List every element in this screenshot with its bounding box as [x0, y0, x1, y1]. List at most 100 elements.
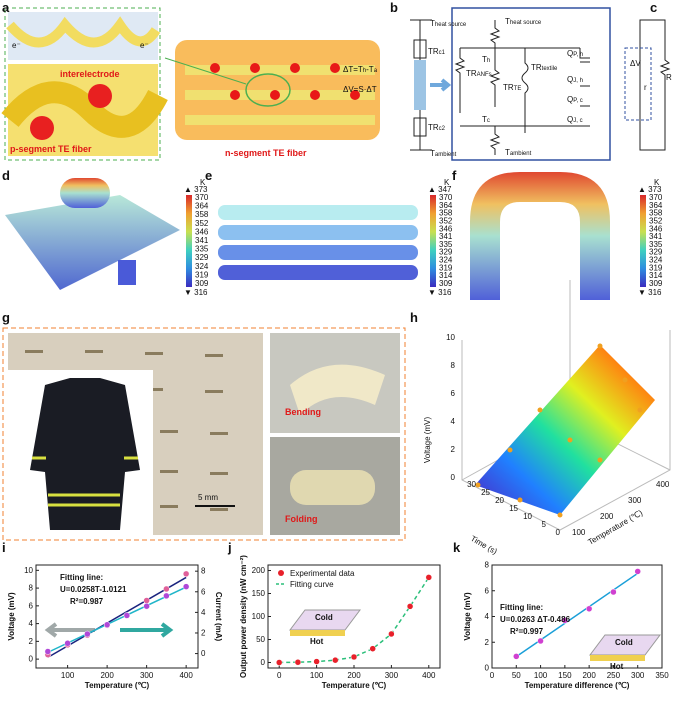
y2-tick-label: 4 [201, 608, 206, 617]
point [143, 602, 150, 610]
x-axis-label: Temperature (℃) [322, 681, 387, 690]
panel-label: c [650, 0, 657, 15]
colorbar-tick: 370 [649, 193, 663, 202]
y-tick-label: 0 [29, 655, 34, 664]
x-tick-label: 100 [61, 671, 75, 680]
label: TRc1 [428, 47, 446, 56]
label: TRtextile [531, 63, 558, 72]
temp-tick: 200 [600, 512, 614, 521]
y2-tick-label: 2 [201, 628, 206, 637]
time-tick: 10 [523, 512, 532, 521]
source-frame [624, 47, 652, 121]
y-axis-label: Voltage (mV) [7, 592, 16, 641]
legend-marker [278, 570, 284, 576]
point [182, 583, 190, 590]
time-tick: 20 [495, 496, 504, 505]
z-tick: 0 [451, 473, 456, 482]
point [585, 605, 593, 613]
colorbar-tick: 364 [649, 201, 663, 210]
plot-frame [35, 564, 199, 669]
colorbar-tick: 358 [195, 210, 209, 219]
sample [290, 470, 375, 505]
colorbar-max: ▲ 373 [184, 185, 208, 194]
colorbar [640, 195, 646, 287]
colorbar-tick: 329 [439, 248, 453, 257]
colorbar-min: ▼ 316 [184, 288, 208, 297]
x-tick-label: 400 [179, 671, 193, 680]
photo-frame [2, 327, 406, 541]
inset-label: Cold [615, 638, 633, 647]
label: Th [482, 55, 490, 64]
colorbar-tick: 352 [195, 219, 209, 228]
z-tick: 6 [451, 389, 456, 398]
colorbar-tick: 319 [439, 263, 453, 272]
panel-label: e [205, 168, 212, 183]
x-tick-label: 250 [607, 671, 621, 680]
colorbar-tick: 352 [439, 216, 453, 225]
inset-label: Hot [310, 637, 324, 646]
point [634, 568, 641, 575]
colorbar-tick: 364 [195, 202, 209, 211]
fiber-2d [470, 172, 610, 300]
circuit [639, 19, 671, 151]
inset-label: Cold [315, 613, 333, 622]
annotation: R²=0.997 [510, 627, 544, 636]
panel-label: a [2, 0, 10, 15]
label: Theat source [505, 17, 542, 26]
x-tick-label: 0 [490, 671, 495, 680]
colorbar-tick: 329 [649, 248, 663, 257]
colorbar-tick: 335 [195, 245, 209, 254]
x-tick-label: 200 [347, 671, 361, 680]
label: QJ, h [567, 75, 583, 84]
x-tick-label: 300 [140, 671, 154, 680]
pointer [164, 57, 247, 85]
label: Theat source [430, 19, 467, 28]
annotation: U=0.0263 ΔT-0.486 [500, 615, 571, 624]
te-block [414, 60, 426, 110]
point [123, 612, 131, 619]
label: p-segment TE fiber [10, 144, 92, 154]
colorbar-tick: 324 [649, 256, 663, 265]
time-tick: 0 [556, 528, 561, 537]
point [388, 630, 395, 638]
jacket [30, 378, 140, 530]
x-tick-label: 100 [534, 671, 548, 680]
segment [88, 84, 112, 108]
x-tick-label: 300 [385, 671, 399, 680]
point [44, 648, 52, 655]
z-tick: 10 [446, 333, 455, 342]
point [513, 653, 520, 660]
x-tick-label: 100 [310, 671, 324, 680]
colorbar-min: ▼ 316 [638, 288, 662, 297]
time-tick: 25 [481, 488, 490, 497]
highlight [245, 73, 291, 107]
axis-label: Temperature (℃) [587, 508, 645, 547]
point [163, 585, 170, 593]
y-tick-label: 150 [252, 589, 266, 598]
colorbar-tick: 370 [195, 193, 209, 202]
segment [30, 116, 54, 140]
colorbar-tick: 346 [439, 224, 453, 233]
point [537, 637, 544, 645]
point [182, 570, 190, 578]
point [64, 640, 71, 647]
time-tick: 5 [542, 520, 547, 529]
z-tick: 8 [451, 361, 456, 370]
panel-label: k [453, 540, 461, 555]
colorbar-tick: 341 [649, 232, 663, 241]
axis-label: Time (s) [469, 534, 499, 556]
colorbar-tick: 309 [195, 279, 209, 288]
y-tick-label: 4 [29, 619, 34, 628]
y-axis-label: Voltage (mV) [463, 592, 472, 641]
point [143, 597, 150, 604]
label: R [666, 73, 672, 82]
fiber [6, 16, 161, 48]
z-tick: 4 [451, 417, 456, 426]
colorbar-unit: K [200, 178, 206, 187]
x-tick-label: 300 [631, 671, 645, 680]
fabric-3d [5, 178, 180, 290]
inset-frame [4, 7, 161, 161]
annotation: Fitting line: [60, 573, 103, 582]
surface [475, 345, 655, 515]
x-tick-label: 0 [277, 671, 282, 680]
